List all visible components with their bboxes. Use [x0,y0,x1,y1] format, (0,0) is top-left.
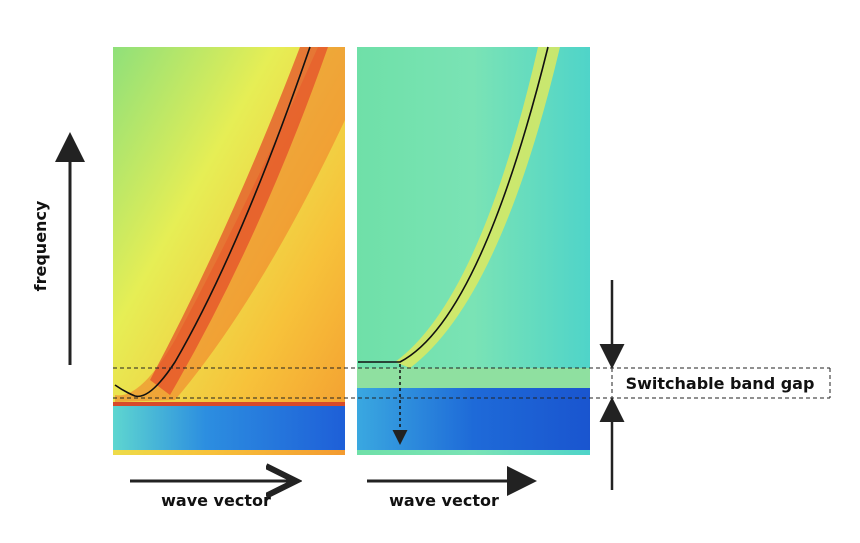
band-core [150,47,328,395]
edge [113,402,345,406]
dispersion-curve [358,46,549,363]
gap-region [357,388,590,450]
annotation: Switchable band gap [626,374,815,393]
y-axis-label: frequency [31,200,50,291]
band [395,47,560,368]
x-axis-label: wave vector [389,491,499,510]
right-panel [357,46,590,455]
gap-guides [113,367,831,399]
gap-region [113,406,345,450]
left-panel [113,46,345,455]
dispersion-curve [114,46,311,398]
switch-region [357,368,590,388]
x-axis-label: wave vector [161,491,271,510]
